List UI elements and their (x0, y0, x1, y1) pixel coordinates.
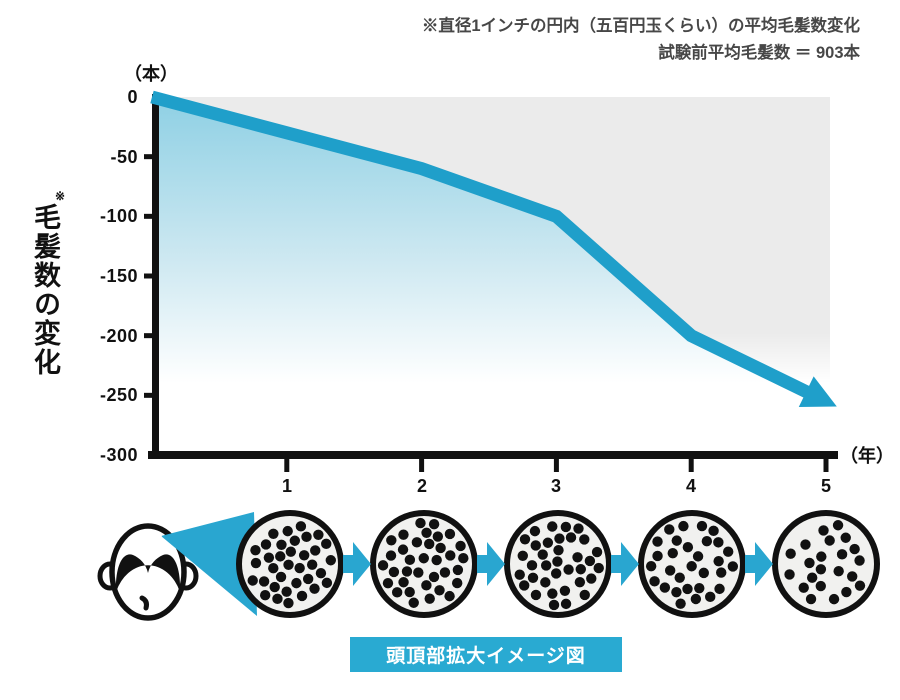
y-tick-label: 0 (127, 87, 138, 107)
x-axis-unit: （年） (840, 446, 894, 466)
y-tick-label: -100 (99, 206, 138, 226)
x-tick-label: 2 (416, 476, 427, 496)
chart-title: ※直径1インチの円内（五百円玉くらい）の平均毛髪数変化 試験前平均毛髪数 ＝ 9… (422, 13, 860, 67)
y-tick-label: -300 (99, 445, 138, 465)
chart-title-line2: 試験前平均毛髪数 ＝ 903本 (658, 44, 860, 62)
y-axis-unit: （本） (124, 64, 178, 84)
x-tick-label: 3 (550, 476, 561, 496)
y-tick-label: -50 (110, 147, 138, 167)
y-axis-label-note: ※ (55, 189, 66, 203)
chart-title-line1: ※直径1インチの円内（五百円玉くらい）の平均毛髪数変化 (421, 17, 860, 35)
x-tick-label: 1 (281, 476, 292, 496)
caption-box: 頭頂部拡大イメージ図 (350, 637, 622, 672)
x-tick-label: 4 (685, 476, 696, 496)
y-tick-label: -200 (99, 326, 138, 346)
y-tick-label: -250 (99, 385, 138, 405)
x-tick-label: 5 (820, 476, 831, 496)
y-axis-label: 毛髪数の変化 (30, 203, 60, 377)
caption-label: 頭頂部拡大イメージ図 (386, 646, 586, 667)
y-tick-label: -150 (99, 266, 138, 286)
